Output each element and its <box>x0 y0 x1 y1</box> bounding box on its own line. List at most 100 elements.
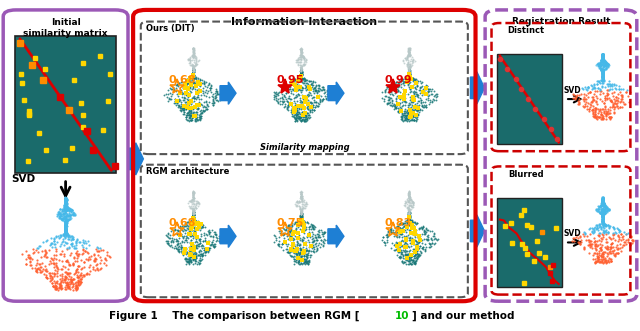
Point <box>180 256 191 261</box>
Point <box>31 260 42 266</box>
Point <box>299 218 309 223</box>
Point <box>401 245 412 250</box>
Point <box>407 100 417 105</box>
Point <box>415 237 426 242</box>
Point <box>47 240 57 246</box>
Point <box>188 215 198 220</box>
Point <box>303 253 313 258</box>
Point <box>423 87 433 92</box>
Point <box>36 269 46 275</box>
Point <box>297 236 307 242</box>
Point <box>177 106 188 111</box>
Point <box>188 67 198 72</box>
Point <box>598 203 608 208</box>
Point <box>61 214 71 220</box>
Point <box>308 90 319 96</box>
Point <box>597 112 607 118</box>
Point <box>192 102 202 108</box>
Point <box>407 75 417 81</box>
Point <box>51 252 61 258</box>
Point <box>184 227 194 232</box>
Point <box>209 98 219 103</box>
Point <box>596 203 606 209</box>
Point <box>404 73 414 79</box>
Point <box>188 214 198 219</box>
Point <box>598 196 608 201</box>
Point <box>297 202 307 207</box>
Point <box>61 226 72 231</box>
Point <box>587 99 597 104</box>
Point <box>292 241 302 247</box>
Point <box>600 228 611 234</box>
Point <box>294 77 304 82</box>
Point <box>296 71 306 76</box>
Point <box>296 70 307 75</box>
Point <box>186 109 196 114</box>
Point <box>406 218 416 223</box>
Point <box>394 250 404 255</box>
Point <box>607 230 618 236</box>
Point <box>186 105 196 110</box>
Point <box>302 258 312 263</box>
Point <box>427 241 437 246</box>
Point <box>307 230 317 235</box>
Point <box>47 274 58 280</box>
Point <box>191 115 202 120</box>
Point <box>178 234 188 239</box>
Point <box>184 115 195 120</box>
Point <box>60 220 70 225</box>
Point <box>61 230 72 236</box>
Point <box>185 219 195 225</box>
Point <box>404 214 414 219</box>
Point <box>585 238 595 244</box>
Point <box>401 200 411 205</box>
Point <box>413 225 424 231</box>
Point <box>190 104 200 110</box>
Point <box>395 78 405 83</box>
Point <box>598 58 608 63</box>
Point <box>593 253 604 258</box>
Point <box>300 205 310 210</box>
Point <box>596 211 606 216</box>
Point <box>602 61 612 67</box>
Point <box>186 198 196 204</box>
Point <box>174 248 184 254</box>
Point <box>294 54 305 59</box>
Point <box>61 220 72 225</box>
Point <box>598 100 609 105</box>
Point <box>55 272 65 278</box>
Point <box>188 71 198 76</box>
Point <box>591 242 602 247</box>
Point <box>74 272 84 278</box>
Point <box>198 90 209 95</box>
Point <box>400 113 410 118</box>
Point <box>403 194 413 199</box>
Point <box>296 209 307 214</box>
Point <box>429 88 439 93</box>
Point <box>600 206 611 212</box>
Point <box>397 260 407 265</box>
Point <box>70 259 81 264</box>
Point <box>294 206 305 211</box>
Point <box>410 256 420 261</box>
Point <box>403 190 413 196</box>
Point <box>403 48 413 54</box>
Text: Blurred: Blurred <box>508 170 544 179</box>
Point <box>188 192 198 197</box>
Point <box>412 104 422 110</box>
Point <box>421 225 431 230</box>
Point <box>390 241 400 247</box>
Point <box>83 251 93 256</box>
Point <box>296 74 306 79</box>
Point <box>407 261 417 266</box>
Point <box>401 230 412 235</box>
Point <box>296 48 306 54</box>
Point <box>61 226 71 232</box>
Point <box>196 224 207 229</box>
Point <box>404 210 414 215</box>
Point <box>396 82 406 87</box>
Point <box>67 237 77 242</box>
Point <box>304 240 314 245</box>
Point <box>189 221 199 226</box>
Point <box>61 228 72 233</box>
